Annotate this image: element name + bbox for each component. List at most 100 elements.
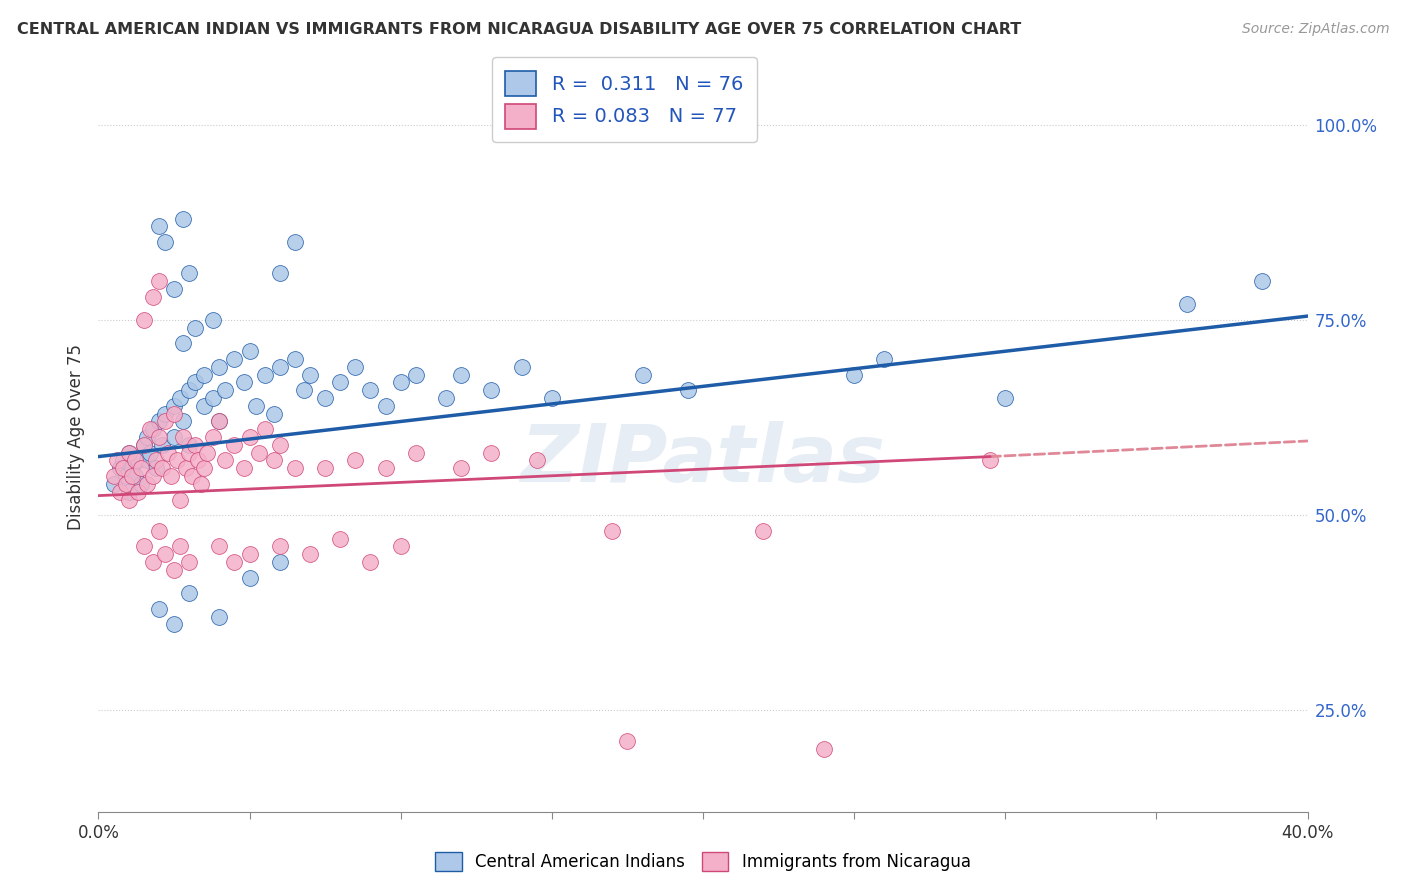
Point xyxy=(752,524,775,538)
Point xyxy=(208,539,231,553)
Point xyxy=(195,446,218,460)
Point xyxy=(150,438,173,452)
Point xyxy=(202,430,225,444)
Point xyxy=(181,469,204,483)
Point xyxy=(360,384,382,398)
Point xyxy=(118,492,141,507)
Point xyxy=(239,344,262,359)
Y-axis label: Disability Age Over 75: Disability Age Over 75 xyxy=(66,344,84,530)
Point xyxy=(193,399,215,413)
Point xyxy=(179,438,201,452)
Point xyxy=(481,446,503,460)
Point xyxy=(127,484,149,499)
Point xyxy=(135,453,157,467)
Point xyxy=(184,438,207,452)
Point xyxy=(263,453,285,467)
Point xyxy=(292,384,315,398)
Point xyxy=(314,461,336,475)
Point xyxy=(163,563,186,577)
Point xyxy=(142,555,165,569)
Point xyxy=(616,734,638,748)
Point xyxy=(148,414,170,429)
Point xyxy=(108,461,131,475)
Point xyxy=(169,492,191,507)
Point xyxy=(139,446,162,460)
Point xyxy=(121,461,143,475)
Point xyxy=(269,555,291,569)
Point xyxy=(193,461,215,475)
Point xyxy=(163,430,186,444)
Point xyxy=(314,391,336,405)
Point xyxy=(208,359,231,374)
Point xyxy=(631,368,654,382)
Point xyxy=(114,469,136,483)
Point xyxy=(121,469,143,483)
Point xyxy=(676,384,699,398)
Point xyxy=(118,484,141,499)
Point xyxy=(1251,274,1274,288)
Point xyxy=(224,555,246,569)
Point xyxy=(145,453,167,467)
Text: CENTRAL AMERICAN INDIAN VS IMMIGRANTS FROM NICARAGUA DISABILITY AGE OVER 75 CORR: CENTRAL AMERICAN INDIAN VS IMMIGRANTS FR… xyxy=(17,22,1021,37)
Point xyxy=(132,313,155,327)
Point xyxy=(284,461,307,475)
Point xyxy=(103,469,125,483)
Point xyxy=(148,601,170,615)
Point xyxy=(124,469,146,483)
Point xyxy=(184,321,207,335)
Point xyxy=(129,461,152,475)
Point xyxy=(374,399,396,413)
Point xyxy=(142,469,165,483)
Point xyxy=(179,555,201,569)
Point xyxy=(163,399,186,413)
Point xyxy=(344,359,367,374)
Legend: R =  0.311   N = 76, R = 0.083   N = 77: R = 0.311 N = 76, R = 0.083 N = 77 xyxy=(492,57,756,142)
Point xyxy=(202,391,225,405)
Point xyxy=(163,282,186,296)
Point xyxy=(163,617,186,632)
Point xyxy=(153,235,176,249)
Point xyxy=(111,461,134,475)
Point xyxy=(208,609,231,624)
Point xyxy=(103,476,125,491)
Point xyxy=(269,359,291,374)
Point xyxy=(405,368,427,382)
Point xyxy=(208,414,231,429)
Point xyxy=(160,469,183,483)
Text: ZIPatlas: ZIPatlas xyxy=(520,420,886,499)
Point xyxy=(450,368,472,382)
Point xyxy=(172,430,194,444)
Point xyxy=(179,446,201,460)
Point xyxy=(526,453,548,467)
Point xyxy=(153,547,176,561)
Point xyxy=(389,539,412,553)
Point xyxy=(105,453,128,467)
Point xyxy=(239,571,262,585)
Point xyxy=(329,376,352,390)
Point xyxy=(329,532,352,546)
Point xyxy=(135,430,157,444)
Point xyxy=(214,384,236,398)
Point xyxy=(172,414,194,429)
Point xyxy=(150,461,173,475)
Point xyxy=(844,368,866,382)
Point xyxy=(247,446,270,460)
Point xyxy=(299,368,322,382)
Point xyxy=(994,391,1017,405)
Point xyxy=(163,407,186,421)
Point xyxy=(1175,297,1198,311)
Point xyxy=(129,476,152,491)
Point xyxy=(169,539,191,553)
Point xyxy=(148,524,170,538)
Point xyxy=(193,368,215,382)
Point xyxy=(202,313,225,327)
Point xyxy=(148,219,170,234)
Point xyxy=(156,446,179,460)
Point xyxy=(172,211,194,226)
Point xyxy=(124,453,146,467)
Point xyxy=(344,453,367,467)
Point xyxy=(179,266,201,280)
Point xyxy=(132,539,155,553)
Point xyxy=(540,391,562,405)
Point xyxy=(269,266,291,280)
